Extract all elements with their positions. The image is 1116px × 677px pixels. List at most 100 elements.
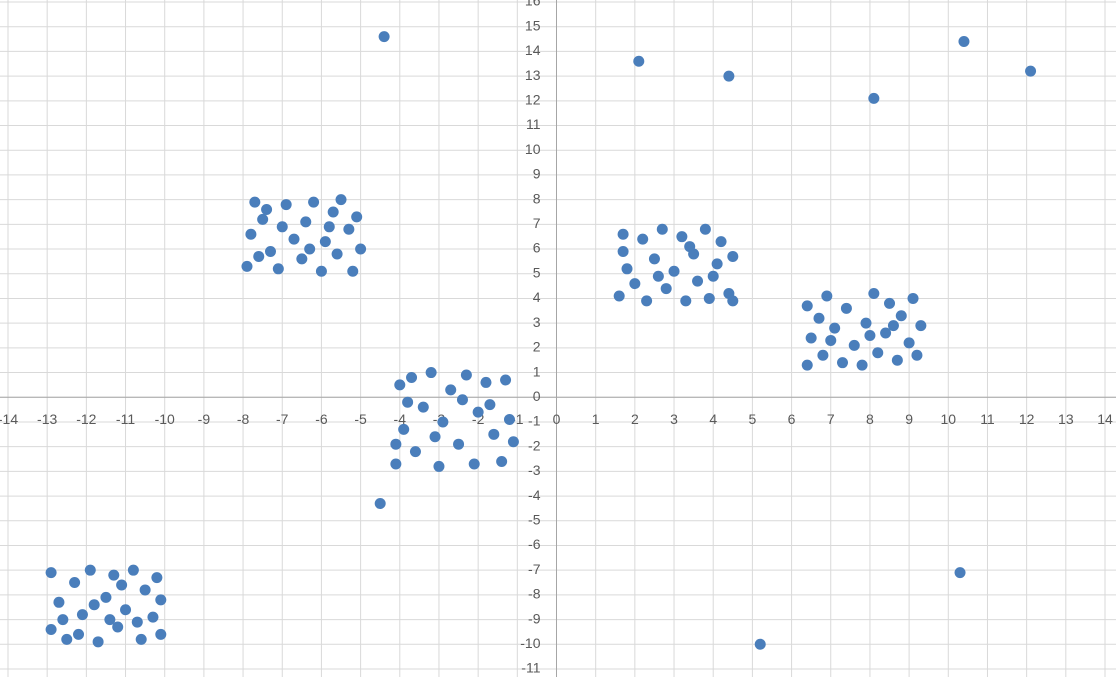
- point: [911, 349, 923, 361]
- point: [112, 621, 124, 633]
- point: [864, 330, 876, 341]
- point: [837, 357, 849, 369]
- x-tick-label: -13: [37, 411, 57, 427]
- y-tick-label: 0: [533, 388, 541, 404]
- y-tick-label: -11: [521, 660, 540, 676]
- point: [660, 283, 672, 295]
- point: [378, 31, 390, 43]
- point: [355, 243, 367, 255]
- x-tick-label: 3: [670, 411, 678, 427]
- point: [707, 270, 719, 282]
- point: [245, 228, 257, 240]
- point: [92, 636, 104, 648]
- point: [895, 310, 907, 322]
- point: [53, 596, 65, 608]
- point: [280, 199, 292, 211]
- point: [711, 258, 723, 270]
- point: [723, 70, 735, 82]
- point: [699, 223, 711, 235]
- point: [100, 591, 112, 603]
- point: [652, 270, 664, 282]
- point: [261, 204, 273, 216]
- point: [684, 241, 696, 253]
- point: [617, 246, 629, 258]
- point: [472, 406, 484, 418]
- point: [76, 609, 88, 621]
- x-tick-label: 5: [748, 411, 756, 427]
- point: [116, 579, 128, 591]
- point: [398, 423, 410, 435]
- point: [801, 359, 813, 371]
- x-tick-label: 8: [866, 411, 874, 427]
- x-tick-label: 13: [1058, 411, 1074, 427]
- point: [613, 290, 625, 302]
- x-tick-label: 14: [1097, 411, 1113, 427]
- point: [347, 265, 359, 277]
- point: [860, 317, 872, 329]
- point: [460, 369, 472, 381]
- y-tick-label: 16: [525, 0, 541, 9]
- x-tick-label: 4: [709, 411, 717, 427]
- y-tick-label: -2: [528, 437, 541, 453]
- y-tick-label: 11: [526, 116, 541, 132]
- point: [848, 339, 860, 351]
- point: [715, 236, 727, 248]
- point: [954, 567, 966, 579]
- point: [637, 233, 649, 245]
- point: [503, 413, 515, 425]
- y-tick-label: 1: [533, 363, 541, 379]
- x-tick-label: -10: [155, 411, 175, 427]
- y-tick-label: 7: [533, 215, 541, 231]
- point: [61, 633, 73, 645]
- point: [241, 260, 253, 272]
- point: [884, 297, 896, 309]
- point: [1025, 65, 1037, 77]
- point: [868, 288, 880, 300]
- point: [692, 275, 704, 287]
- point: [390, 438, 402, 450]
- point: [257, 213, 269, 225]
- x-tick-label: -6: [315, 411, 328, 427]
- point: [821, 290, 833, 302]
- y-tick-label: 8: [533, 190, 541, 206]
- point: [315, 265, 327, 277]
- x-tick-label: 10: [940, 411, 956, 427]
- point: [253, 250, 265, 262]
- point: [727, 250, 739, 262]
- point: [887, 320, 899, 332]
- point: [351, 211, 363, 223]
- point: [856, 359, 868, 371]
- point: [308, 196, 320, 208]
- point: [817, 349, 829, 361]
- point: [484, 399, 496, 411]
- point: [500, 374, 512, 386]
- y-tick-label: 3: [533, 314, 541, 330]
- point: [641, 295, 653, 307]
- point: [409, 446, 421, 458]
- y-tick-label: 9: [533, 166, 541, 182]
- point: [727, 295, 739, 307]
- point: [958, 36, 970, 48]
- x-tick-label: 9: [905, 411, 913, 427]
- point: [120, 604, 132, 616]
- point: [135, 633, 147, 645]
- point: [891, 354, 903, 366]
- point: [507, 436, 519, 448]
- x-tick-label: -12: [76, 411, 96, 427]
- x-tick-label: -4: [394, 411, 407, 427]
- x-tick-label: -11: [116, 411, 135, 427]
- point: [374, 497, 386, 509]
- point: [331, 248, 343, 260]
- y-tick-label: -8: [528, 586, 541, 602]
- point: [147, 611, 159, 623]
- point: [480, 376, 492, 388]
- point: [57, 614, 69, 626]
- y-tick-label: -3: [528, 462, 541, 478]
- point: [829, 322, 841, 334]
- point: [872, 347, 884, 359]
- x-tick-label: -5: [354, 411, 367, 427]
- y-tick-label: -9: [528, 610, 541, 626]
- x-tick-label: 1: [592, 411, 600, 427]
- x-tick-label: -9: [198, 411, 211, 427]
